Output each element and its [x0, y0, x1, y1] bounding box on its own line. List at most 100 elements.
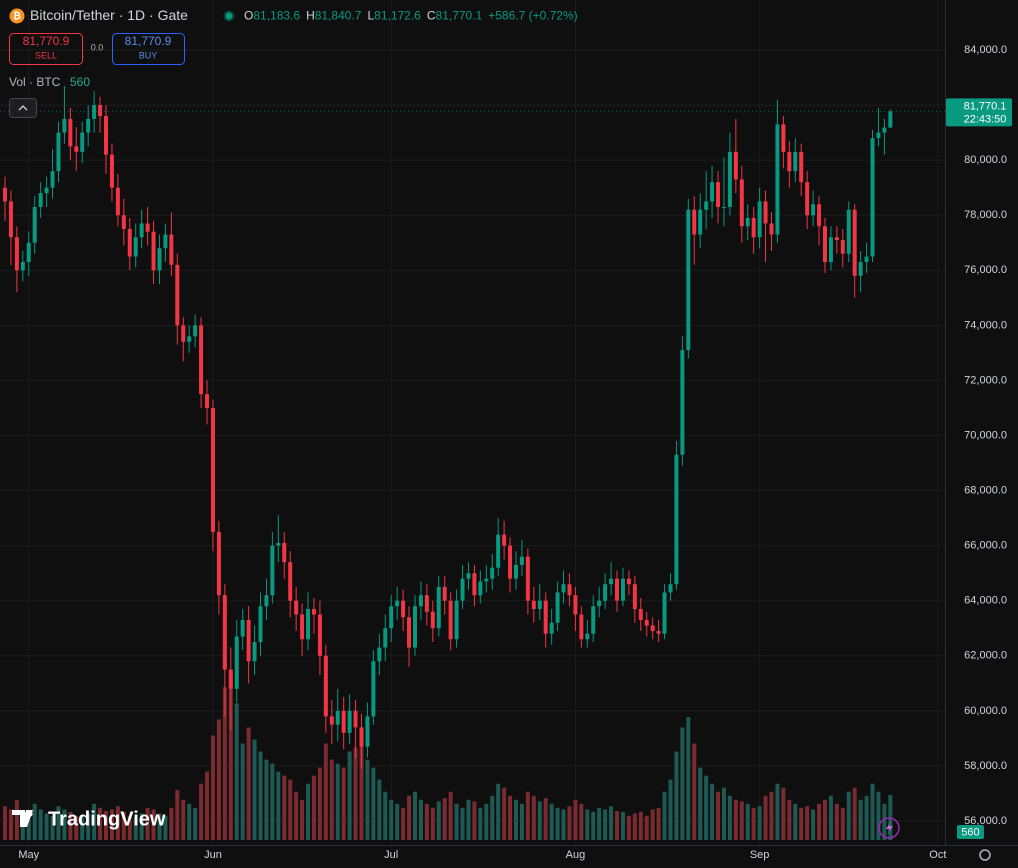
candle-body — [300, 614, 305, 640]
candle-body — [739, 179, 744, 227]
volume-bar — [757, 806, 762, 840]
candle-body — [650, 625, 655, 632]
volume-bar — [430, 807, 435, 840]
candle-body — [335, 710, 340, 725]
volume-bar — [870, 783, 875, 840]
volume-bar — [466, 799, 471, 840]
candle-body — [228, 669, 233, 689]
volume-bar — [109, 809, 114, 840]
alert-button[interactable] — [878, 817, 900, 839]
volume-bar — [858, 799, 863, 840]
candle-body — [430, 611, 435, 629]
volume-bar — [133, 817, 138, 840]
volume-bar — [644, 815, 649, 840]
candle-body — [787, 151, 792, 172]
volume-bar — [519, 803, 524, 840]
candle-body — [74, 146, 79, 152]
volume-bar — [234, 703, 239, 840]
candle-body — [549, 622, 554, 634]
volume-bar — [579, 803, 584, 840]
collapse-button[interactable] — [9, 98, 37, 118]
volume-bar — [56, 806, 61, 840]
candle-body — [567, 584, 572, 596]
volume-bar — [407, 795, 412, 840]
x-axis-labels: May Jun Jul Aug Sep Oct — [18, 849, 946, 861]
x-tick-label: Oct — [929, 849, 946, 861]
volume-bar — [805, 806, 810, 840]
candle-body — [98, 105, 103, 117]
volume-bar — [270, 763, 275, 840]
volume-bar — [306, 783, 311, 840]
candle-body — [858, 262, 863, 276]
volume-bar — [127, 815, 132, 840]
volume-bar — [543, 798, 548, 840]
candle-body — [799, 151, 804, 183]
candle-body — [454, 600, 459, 640]
volume-bar — [371, 767, 376, 840]
volume-bar — [442, 798, 447, 840]
candle-body — [597, 600, 602, 607]
volume-bar — [335, 763, 340, 840]
ohlc-key: O — [244, 9, 253, 23]
volume-bar — [733, 799, 738, 840]
candle-body — [828, 237, 833, 263]
x-tick-label: Aug — [566, 849, 586, 861]
candle-body — [882, 127, 887, 133]
candle-body — [603, 584, 608, 601]
candle-body — [401, 600, 406, 618]
candle-body — [127, 228, 132, 257]
candle-body — [484, 578, 489, 582]
ohlc-value: 81,172.6 — [374, 9, 421, 23]
volume-bar — [698, 767, 703, 840]
buy-button[interactable] — [112, 33, 185, 65]
volume-bar — [80, 817, 85, 840]
candle-body — [817, 204, 822, 227]
volume-bar — [157, 813, 162, 840]
volume-bar — [294, 791, 299, 840]
volume-bar — [383, 791, 388, 840]
candle-body — [311, 608, 316, 615]
candle-body — [133, 237, 138, 257]
candle-body — [460, 578, 465, 601]
axes: 56,000.0 58,000.0 60,000.0 62,000.0 64,000.0… — [0, 44, 1012, 861]
candle-body — [496, 534, 501, 568]
volume-bar — [454, 803, 459, 840]
candle-body — [395, 600, 400, 607]
volume-bar — [822, 799, 827, 840]
candle-body — [555, 592, 560, 623]
volume-bar — [145, 807, 150, 840]
settings-button[interactable] — [979, 849, 991, 861]
volume-bar — [216, 719, 221, 840]
volume-bar — [68, 811, 73, 840]
candle-body — [139, 223, 144, 238]
candle-body — [38, 193, 43, 207]
candle-body — [609, 578, 614, 585]
candle-body — [781, 124, 786, 152]
volume-bar — [585, 809, 590, 840]
candle-body — [169, 234, 174, 265]
candle-body — [888, 111, 893, 128]
price-pane — [2, 85, 893, 769]
candle-body — [763, 201, 768, 224]
volume-bar — [567, 806, 572, 840]
candle-body — [56, 132, 61, 172]
volume-bar — [246, 727, 251, 840]
candle-body — [870, 138, 875, 257]
y-tick-label: 72,000.0 — [964, 374, 1007, 386]
candle-body — [846, 209, 851, 254]
volume-bar — [876, 791, 881, 840]
candle-body — [674, 454, 679, 585]
volume-bar — [763, 795, 768, 840]
sell-button[interactable] — [9, 33, 83, 65]
volume-bar — [104, 811, 109, 840]
candle-body — [288, 562, 293, 601]
candle-body — [620, 578, 625, 601]
x-tick-label: Jul — [384, 849, 398, 861]
volume-bar — [341, 767, 346, 840]
candle-body — [205, 394, 210, 408]
candle-body — [412, 606, 417, 648]
volume-bar — [258, 751, 263, 840]
ohlc-value: 81,183.6 — [253, 9, 300, 23]
symbol-title[interactable]: Bitcoin/Tether · 1D · Gate — [30, 7, 188, 23]
